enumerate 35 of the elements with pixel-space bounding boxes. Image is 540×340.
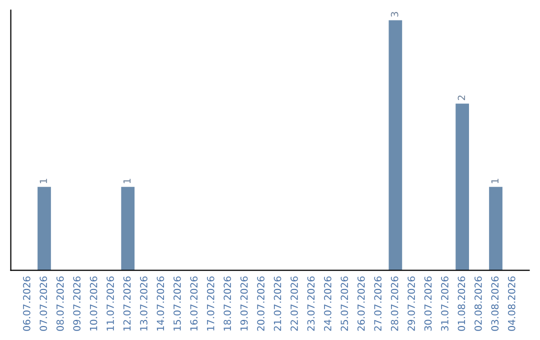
x-tick-label: 10.07.2026 — [90, 276, 98, 330]
x-tick-label: 04.08.2026 — [508, 276, 516, 331]
x-tick-label: 08.07.2026 — [56, 276, 64, 331]
x-tick-label: 12.07.2026 — [123, 276, 131, 330]
x-tick-label: 21.07.2026 — [274, 276, 282, 331]
x-tick-label: 27.07.2026 — [374, 276, 382, 331]
x-tick-label: 17.07.2026 — [206, 276, 214, 330]
x-tick-label: 03.08.2026 — [491, 276, 499, 331]
x-tick-label: 19.07.2026 — [240, 276, 248, 330]
x-tick-label: 25.07.2026 — [340, 276, 348, 331]
x-tick-label: 14.07.2026 — [156, 276, 164, 330]
x-tick-label: 13.07.2026 — [140, 276, 148, 330]
x-tick-label: 01.08.2026 — [458, 276, 466, 331]
x-tick-label: 16.07.2026 — [190, 276, 198, 330]
x-tick-label: 22.07.2026 — [290, 276, 298, 331]
x-tick-label: 09.07.2026 — [73, 276, 81, 331]
x-tick-label: 06.07.2026 — [22, 276, 30, 331]
x-tick-label: 29.07.2026 — [408, 276, 415, 331]
x-tick-label: 18.07.2026 — [224, 276, 232, 330]
x-tick-label: 24.07.2026 — [324, 276, 332, 331]
x-tick-label: 28.07.2026 — [390, 276, 398, 331]
x-tick-label: 31.07.2026 — [441, 276, 448, 331]
data-label: 3 — [390, 12, 398, 17]
x-tick-label: 15.07.2026 — [173, 276, 181, 330]
x-tick-label: 26.07.2026 — [357, 276, 365, 331]
x-tick-label: 02.08.2026 — [474, 276, 482, 331]
x-tick-label: 07.07.2026 — [40, 276, 48, 331]
data-label: 1 — [40, 178, 47, 184]
x-tick-label: 23.07.2026 — [307, 276, 315, 331]
data-label: 1 — [123, 178, 131, 184]
data-label: 1 — [491, 178, 498, 184]
x-tick-label: 20.07.2026 — [257, 276, 264, 331]
x-tick-label: 11.07.2026 — [106, 276, 114, 330]
x-tick-label: 30.07.2026 — [424, 276, 432, 331]
data-label: 2 — [458, 96, 465, 100]
